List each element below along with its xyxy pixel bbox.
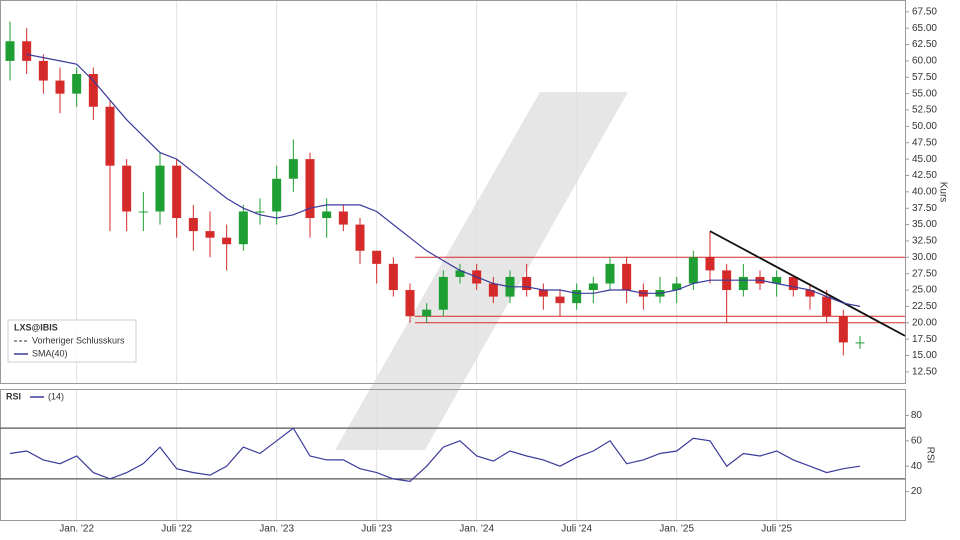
y-tick-label: 50.00: [912, 121, 937, 132]
series-line: [26, 53, 861, 307]
legend-label: SMA(40): [32, 348, 68, 358]
candle-body: [838, 316, 848, 343]
candle-body: [355, 224, 365, 251]
rsi-title: RSI: [6, 391, 21, 401]
y-tick-label: 42.50: [912, 170, 937, 181]
legend-label: Vorheriger Schlusskurs: [32, 335, 125, 345]
candle-body: [388, 263, 398, 291]
legend-box: [7, 319, 137, 363]
candle-body: [272, 178, 282, 212]
y-tick-label: 60: [911, 435, 923, 446]
candle-body: [305, 159, 315, 219]
candle-body: [605, 263, 615, 284]
candle-body: [122, 165, 132, 212]
y-tick-label: 17.50: [912, 334, 937, 345]
candle-body: [5, 41, 15, 61]
y-tick-label: 40: [911, 461, 923, 472]
legend-title: LXS@IBIS: [14, 322, 58, 332]
x-tick-label: Juli '22: [161, 524, 192, 535]
candle-body: [222, 237, 232, 245]
x-tick-label: Jan. '25: [659, 524, 694, 535]
candle-body: [55, 80, 65, 94]
y-tick-label: 65.00: [912, 23, 937, 34]
candle-body: [372, 250, 382, 264]
rsi-frame: [0, 389, 906, 521]
y-tick-label: 15.00: [912, 350, 937, 361]
candle-body: [172, 165, 182, 219]
y-tick-label: 47.50: [912, 137, 937, 148]
y-axis-label: Kurs: [937, 182, 948, 203]
y-tick-label: 35.00: [912, 219, 937, 230]
candle-body: [788, 276, 798, 291]
x-tick-label: Jan. '24: [459, 524, 494, 535]
x-tick-label: Juli '25: [761, 524, 792, 535]
candle-body: [405, 290, 415, 317]
candle-body: [422, 309, 432, 317]
candle-body: [72, 74, 82, 94]
candle-body: [105, 106, 115, 166]
candle-body: [338, 211, 348, 225]
y-tick-label: 62.50: [912, 39, 937, 50]
trendline: [709, 230, 906, 337]
candle-body: [138, 211, 148, 213]
candle-body: [855, 342, 865, 344]
candle-body: [438, 276, 448, 310]
y-tick-label: 80: [911, 410, 923, 421]
x-tick-label: Juli '24: [561, 524, 592, 535]
candle-body: [188, 218, 198, 232]
legend: LXS@IBIS Vorheriger Schlusskurs SMA(40) …: [6, 319, 137, 401]
series-line: [9, 427, 861, 483]
watermark: [335, 92, 628, 450]
y-tick-label: 27.50: [912, 268, 937, 279]
candle-body: [622, 263, 632, 291]
x-tick-label: Jan. '23: [259, 524, 294, 535]
candle-body: [672, 283, 682, 291]
y-axis-label: RSI: [924, 447, 935, 464]
candle-body: [588, 283, 598, 291]
y-tick-label: 55.00: [912, 88, 937, 99]
candle-body: [455, 270, 465, 277]
candle-body: [205, 231, 215, 238]
candle-body: [705, 257, 715, 271]
candle-body: [805, 290, 815, 297]
y-tick-label: 25.00: [912, 285, 937, 296]
legend-label: (14): [48, 391, 64, 401]
candle-body: [155, 165, 165, 212]
y-tick-label: 12.50: [912, 367, 937, 378]
candle-body: [88, 74, 98, 107]
y-tick-label: 32.50: [912, 236, 937, 247]
candle-body: [555, 296, 565, 304]
x-tick-label: Jan. '22: [59, 524, 94, 535]
y-tick-label: 57.50: [912, 72, 937, 83]
candle-body: [22, 41, 32, 61]
y-tick-label: 22.50: [912, 301, 937, 312]
candle-body: [488, 283, 498, 297]
x-tick-label: Juli '23: [361, 524, 392, 535]
candle-body: [738, 276, 748, 291]
candle-body: [322, 211, 332, 219]
candle-body: [38, 60, 48, 81]
candle-body: [255, 211, 265, 213]
candle-body: [688, 257, 698, 284]
y-tick-label: 20.00: [912, 317, 937, 328]
candle-body: [238, 211, 248, 245]
candle-body: [772, 276, 782, 284]
y-tick-label: 37.50: [912, 203, 937, 214]
candle-body: [538, 290, 548, 297]
candle-body: [822, 296, 832, 317]
y-tick-label: 60.00: [912, 56, 937, 67]
y-tick-label: 45.00: [912, 154, 937, 165]
candle-body: [572, 290, 582, 304]
y-tick-label: 40.00: [912, 186, 937, 197]
y-tick-label: 52.50: [912, 105, 937, 116]
candle-body: [522, 276, 532, 291]
y-tick-label: 20: [911, 486, 923, 497]
candle-body: [288, 159, 298, 179]
y-tick-label: 30.00: [912, 252, 937, 263]
y-tick-label: 67.50: [912, 6, 937, 17]
